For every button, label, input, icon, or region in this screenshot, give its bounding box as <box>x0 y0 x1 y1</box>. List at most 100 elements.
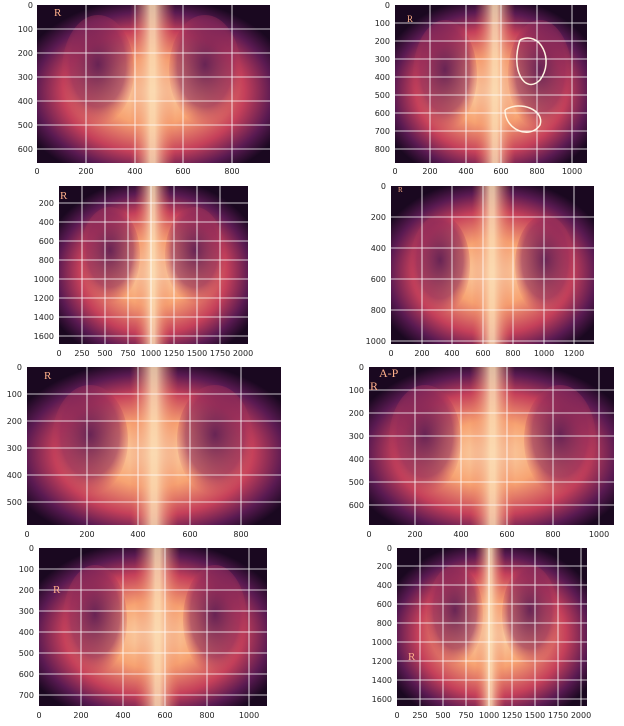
spine <box>135 548 180 706</box>
x-tick-label: 1000 <box>534 349 554 358</box>
x-tick-label: 200 <box>78 167 93 176</box>
y-tick-labels: 0 100 200 300 400 500 600 700 <box>19 544 34 700</box>
x-tick-labels: 0 200 400 600 800 1000 <box>36 711 259 720</box>
y-tick-label: 800 <box>375 145 390 154</box>
y-tick-label: 600 <box>377 600 392 609</box>
x-tick-label: 0 <box>24 530 29 539</box>
left-lung <box>413 20 477 130</box>
x-tick-labels: 0 200 400 600 800 1000 <box>366 530 609 539</box>
x-tick-label: 600 <box>493 167 508 176</box>
y-tick-label: 200 <box>371 213 386 222</box>
x-tick-label: 400 <box>115 711 130 720</box>
grid-p4 <box>391 186 594 344</box>
overlay-letter: R <box>54 7 62 19</box>
y-tick-label: 200 <box>7 417 22 426</box>
x-tick-label: 200 <box>422 167 437 176</box>
right-lung <box>524 385 596 495</box>
x-tick-label: 0 <box>392 167 397 176</box>
y-tick-label: 1200 <box>372 657 392 666</box>
y-tick-label: 400 <box>375 73 390 82</box>
y-tick-label: 0 <box>381 182 386 191</box>
x-tick-label: 400 <box>458 167 473 176</box>
x-tick-label: 600 <box>175 167 190 176</box>
y-tick-label: 500 <box>19 649 34 658</box>
y-tick-label: 200 <box>377 562 392 571</box>
y-tick-label: 700 <box>375 127 390 136</box>
x-tick-label: 400 <box>130 530 145 539</box>
y-tick-label: 400 <box>19 628 34 637</box>
y-tick-label: 300 <box>18 73 33 82</box>
y-tick-label: 800 <box>371 306 386 315</box>
left-lung <box>427 565 483 665</box>
x-tick-label: 800 <box>505 349 520 358</box>
y-tick-label: 100 <box>349 386 364 395</box>
panel-p3: R 0 250 500 750 1000 1250 1500 1750 2000… <box>34 186 253 358</box>
y-tick-label: 100 <box>18 25 33 34</box>
x-tick-label: 0 <box>366 530 371 539</box>
x-tick-label: 0 <box>56 349 61 358</box>
x-tick-label: 500 <box>97 349 112 358</box>
y-tick-label: 1000 <box>372 638 392 647</box>
spine <box>135 186 170 344</box>
right-lung <box>502 565 558 665</box>
y-tick-labels: 0 200 400 600 800 1000 <box>366 182 386 346</box>
overlay-letter: R <box>370 379 378 393</box>
y-tick-label: 200 <box>375 37 390 46</box>
left-lung <box>80 207 140 303</box>
y-tick-labels: 0 100 200 300 400 500 600 700 800 <box>375 1 390 154</box>
overlay-letter: R <box>407 14 413 24</box>
left-lung <box>63 565 127 675</box>
panel-p6: A-P R 0 200 400 600 800 1000 0 100 200 3… <box>349 363 614 539</box>
grid-p5 <box>27 367 281 525</box>
y-tick-label: 400 <box>371 244 386 253</box>
y-tick-label: 100 <box>19 565 34 574</box>
y-tick-labels: 200 400 600 800 1000 1200 1400 1600 <box>34 199 54 341</box>
panel-p8: R 0 250 500 750 1000 1250 1500 1750 2000… <box>372 544 592 720</box>
y-tick-label: 100 <box>375 19 390 28</box>
y-tick-label: 500 <box>18 121 33 130</box>
y-tick-label: 300 <box>7 444 22 453</box>
x-tick-label: 1000 <box>141 349 161 358</box>
x-tick-label: 200 <box>407 530 422 539</box>
panel-p4: R 0 200 400 600 800 1000 1200 0 200 400 … <box>366 182 594 358</box>
x-tick-label: 1250 <box>502 711 522 720</box>
x-tick-label: 800 <box>529 167 544 176</box>
y-tick-label: 600 <box>39 237 54 246</box>
x-tick-label: 1200 <box>564 349 584 358</box>
y-tick-label: 400 <box>7 471 22 480</box>
x-tick-label: 200 <box>414 349 429 358</box>
y-tick-label: 0 <box>387 544 392 553</box>
y-tick-label: 300 <box>375 55 390 64</box>
x-tick-label: 500 <box>435 711 450 720</box>
x-tick-label: 800 <box>199 711 214 720</box>
x-tick-label: 1500 <box>187 349 207 358</box>
y-tick-label: 400 <box>349 455 364 464</box>
panel-p7: R 0 200 400 600 800 1000 0 100 200 300 4… <box>19 544 267 720</box>
left-lung <box>62 15 134 125</box>
x-tick-labels: 0 200 400 600 800 <box>24 530 248 539</box>
spine <box>470 367 515 525</box>
grid-p8 <box>397 548 587 706</box>
y-tick-label: 400 <box>39 218 54 227</box>
y-tick-labels: 0 100 200 300 400 500 600 <box>18 1 33 154</box>
x-tick-labels: 0 250 500 750 1000 1250 1500 1750 2000 <box>394 711 591 720</box>
x-tick-label: 250 <box>74 349 89 358</box>
grid-p1 <box>37 5 270 163</box>
y-tick-label: 1600 <box>372 695 392 704</box>
panel-p1: R 0 200 400 600 800 0 100 200 300 400 50… <box>18 1 270 176</box>
x-tick-label: 1750 <box>210 349 230 358</box>
y-tick-label: 600 <box>371 275 386 284</box>
x-tick-label: 600 <box>499 530 514 539</box>
x-tick-label: 1500 <box>525 711 545 720</box>
x-tick-label: 1000 <box>479 711 499 720</box>
right-lung <box>508 20 572 130</box>
x-tick-label: 600 <box>157 711 172 720</box>
y-tick-label: 500 <box>7 498 22 507</box>
y-tick-label: 0 <box>29 544 34 553</box>
y-tick-label: 0 <box>28 1 33 10</box>
y-tick-label: 1200 <box>34 294 54 303</box>
grid-p7 <box>39 548 267 706</box>
x-tick-label: 2000 <box>233 349 253 358</box>
x-tick-labels: 0 200 400 600 800 1000 1200 <box>388 349 584 358</box>
x-tick-label: 200 <box>73 711 88 720</box>
